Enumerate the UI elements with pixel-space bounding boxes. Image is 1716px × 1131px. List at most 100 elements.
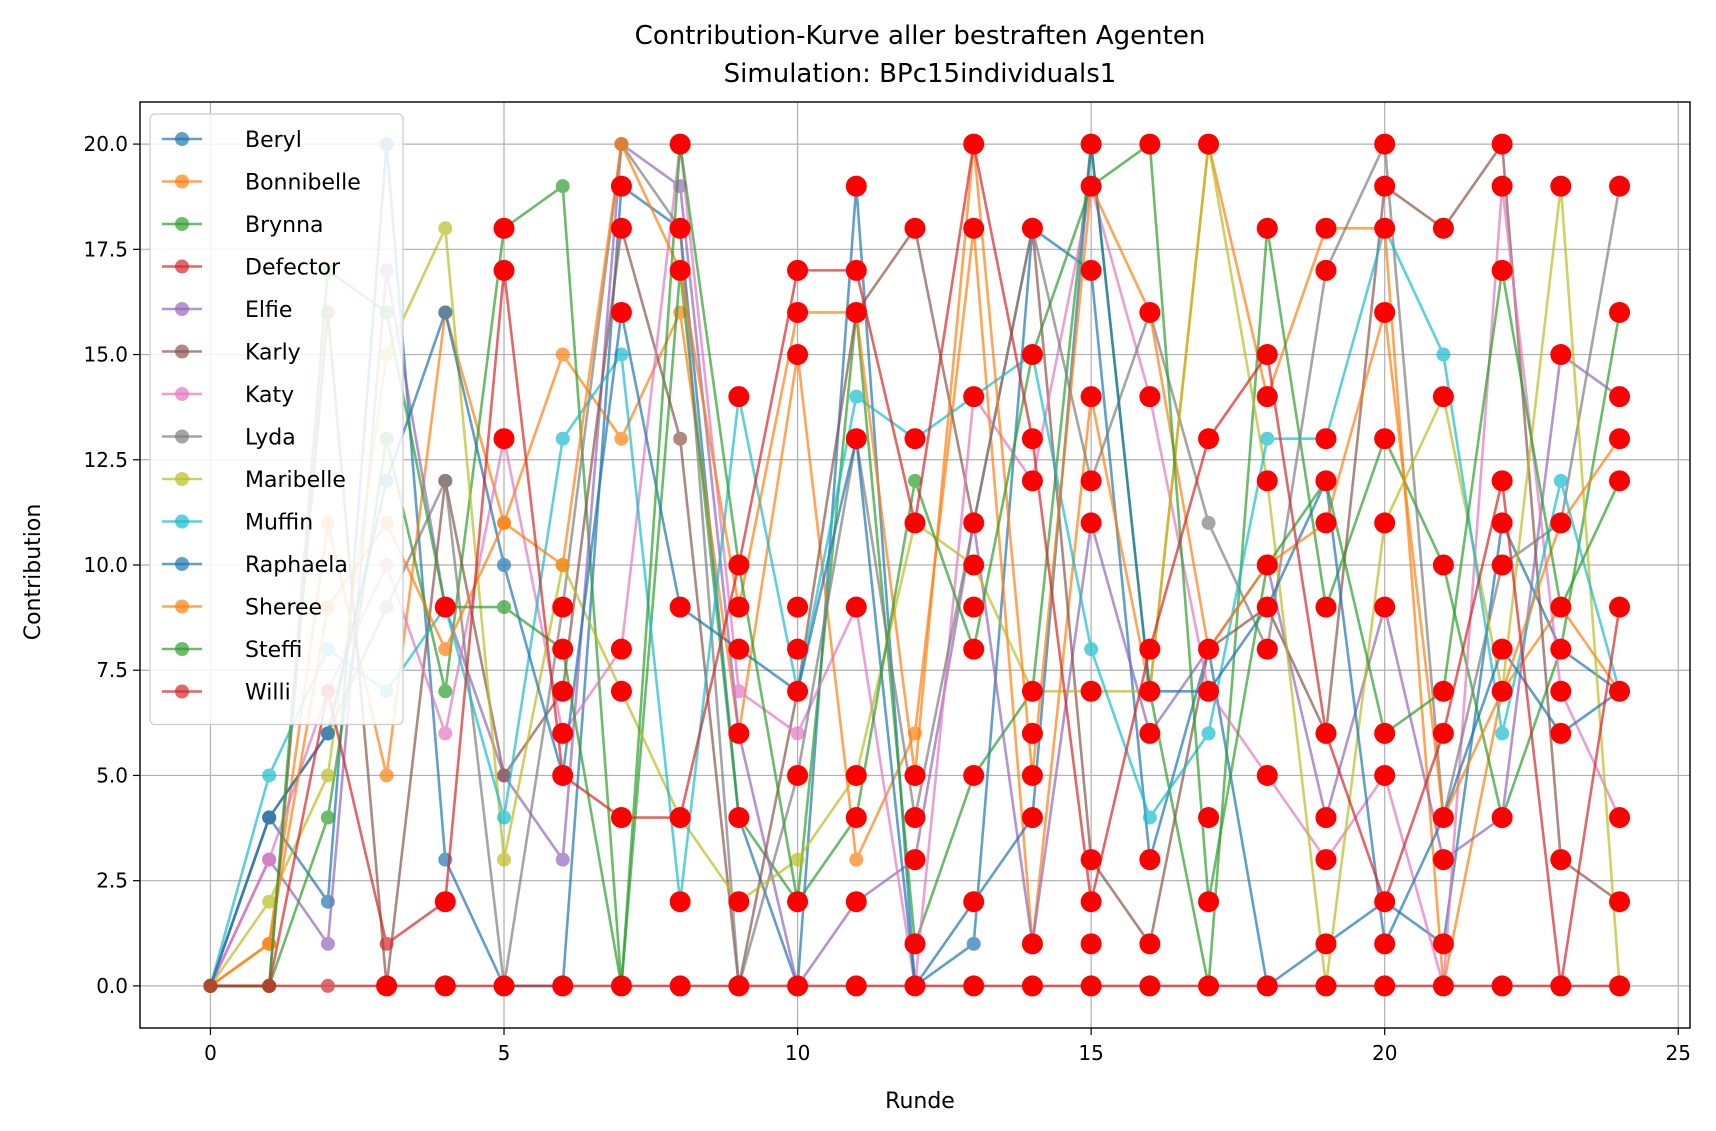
punishment-marker	[552, 596, 574, 618]
legend-swatch-marker	[175, 599, 189, 614]
chart-title: Contribution-Kurve aller bestraften Agen…	[635, 21, 1206, 51]
x-tick-label: 5	[498, 1041, 511, 1065]
punishment-marker	[1315, 722, 1337, 744]
punishment-marker	[1432, 722, 1454, 744]
punishment-marker	[552, 764, 574, 786]
legend-entry: Sheree	[162, 596, 322, 621]
punishment-marker	[728, 554, 750, 576]
legend-label: Defector	[245, 256, 341, 281]
legend-entry: Willi	[162, 681, 291, 706]
series-point	[790, 852, 805, 867]
punishment-marker	[1198, 680, 1220, 702]
series-point	[320, 768, 335, 783]
series-point	[790, 726, 805, 741]
series-point	[497, 558, 512, 572]
punishment-marker	[904, 217, 926, 239]
legend-swatch-marker	[175, 174, 189, 189]
series-point	[555, 431, 570, 446]
punishment-marker	[963, 764, 985, 786]
punishment-marker	[1080, 259, 1102, 281]
punishment-marker	[1550, 344, 1572, 366]
punishment-marker	[728, 638, 750, 660]
punishment-marker	[1550, 975, 1572, 997]
punishment-marker	[845, 891, 867, 913]
chart-subtitle: Simulation: BPc15individuals1	[724, 59, 1117, 89]
punishment-marker	[1491, 638, 1513, 660]
legend-label: Brynna	[245, 213, 324, 238]
punishment-marker	[1609, 680, 1631, 702]
punishment-marker	[787, 764, 809, 786]
legend-label: Katy	[245, 383, 294, 408]
series-point	[438, 221, 453, 236]
punishment-marker	[963, 596, 985, 618]
punishment-marker	[1315, 428, 1337, 450]
legend-swatch-marker	[175, 429, 189, 444]
punishment-marker	[1609, 470, 1631, 492]
punishment-marker	[1256, 470, 1278, 492]
punishment-marker	[845, 428, 867, 450]
punishment-marker	[845, 175, 867, 197]
punishment-marker	[963, 386, 985, 408]
punishment-marker	[1021, 344, 1043, 366]
punishment-marker	[1432, 849, 1454, 871]
punishment-marker	[1080, 680, 1102, 702]
punishment-marker	[610, 680, 632, 702]
series-point	[438, 726, 453, 741]
punishment-markers	[376, 133, 1631, 997]
punishment-marker	[1080, 133, 1102, 155]
punishment-marker	[1609, 891, 1631, 913]
series-point	[1142, 810, 1157, 825]
series-point	[1201, 515, 1216, 530]
punishment-marker	[669, 807, 691, 829]
punishment-marker	[610, 638, 632, 660]
punishment-marker	[669, 975, 691, 997]
series-point	[1553, 473, 1568, 488]
legend-entry: Beryl	[162, 128, 302, 153]
legend-swatch-marker	[175, 472, 189, 486]
punishment-marker	[1256, 386, 1278, 408]
series-point	[262, 810, 277, 825]
punishment-marker	[963, 891, 985, 913]
punishment-marker	[1374, 217, 1396, 239]
punishment-marker	[610, 975, 632, 997]
punishment-marker	[493, 259, 515, 281]
legend-entry: Brynna	[162, 213, 324, 238]
punishment-marker	[1374, 512, 1396, 534]
legend-box	[149, 113, 404, 726]
legend: Beryl Bonnibelle Brynna Defector Elfie Karly K…	[149, 113, 404, 726]
punishment-marker	[1315, 596, 1337, 618]
punishment-marker	[552, 722, 574, 744]
punishment-marker	[669, 259, 691, 281]
punishment-marker	[904, 933, 926, 955]
x-tick-label: 25	[1666, 1041, 1691, 1065]
punishment-marker	[376, 975, 398, 997]
punishment-marker	[1550, 849, 1572, 871]
punishment-marker	[552, 680, 574, 702]
legend-label: Elfie	[245, 298, 292, 323]
punishment-marker	[669, 891, 691, 913]
punishment-marker	[1432, 933, 1454, 955]
series-point	[1084, 642, 1099, 657]
series-point	[438, 473, 453, 488]
series-point	[497, 852, 512, 867]
y-tick-label: 17.5	[83, 237, 128, 261]
punishment-marker	[904, 428, 926, 450]
series-point	[320, 936, 335, 951]
punishment-marker	[904, 807, 926, 829]
punishment-marker	[1491, 175, 1513, 197]
punishment-marker	[552, 975, 574, 997]
legend-entry: Muffin	[162, 511, 313, 536]
punishment-marker	[1021, 680, 1043, 702]
y-tick-label: 0.0	[96, 974, 128, 998]
punishment-marker	[493, 428, 515, 450]
series-point	[203, 978, 218, 993]
series-point	[849, 389, 864, 404]
series-point	[262, 978, 277, 993]
punishment-marker	[434, 975, 456, 997]
punishment-marker	[434, 891, 456, 913]
series-point	[262, 852, 277, 867]
punishment-marker	[1609, 386, 1631, 408]
legend-entry: Maribelle	[162, 468, 346, 493]
punishment-marker	[1374, 891, 1396, 913]
y-tick-label: 20.0	[83, 132, 128, 156]
